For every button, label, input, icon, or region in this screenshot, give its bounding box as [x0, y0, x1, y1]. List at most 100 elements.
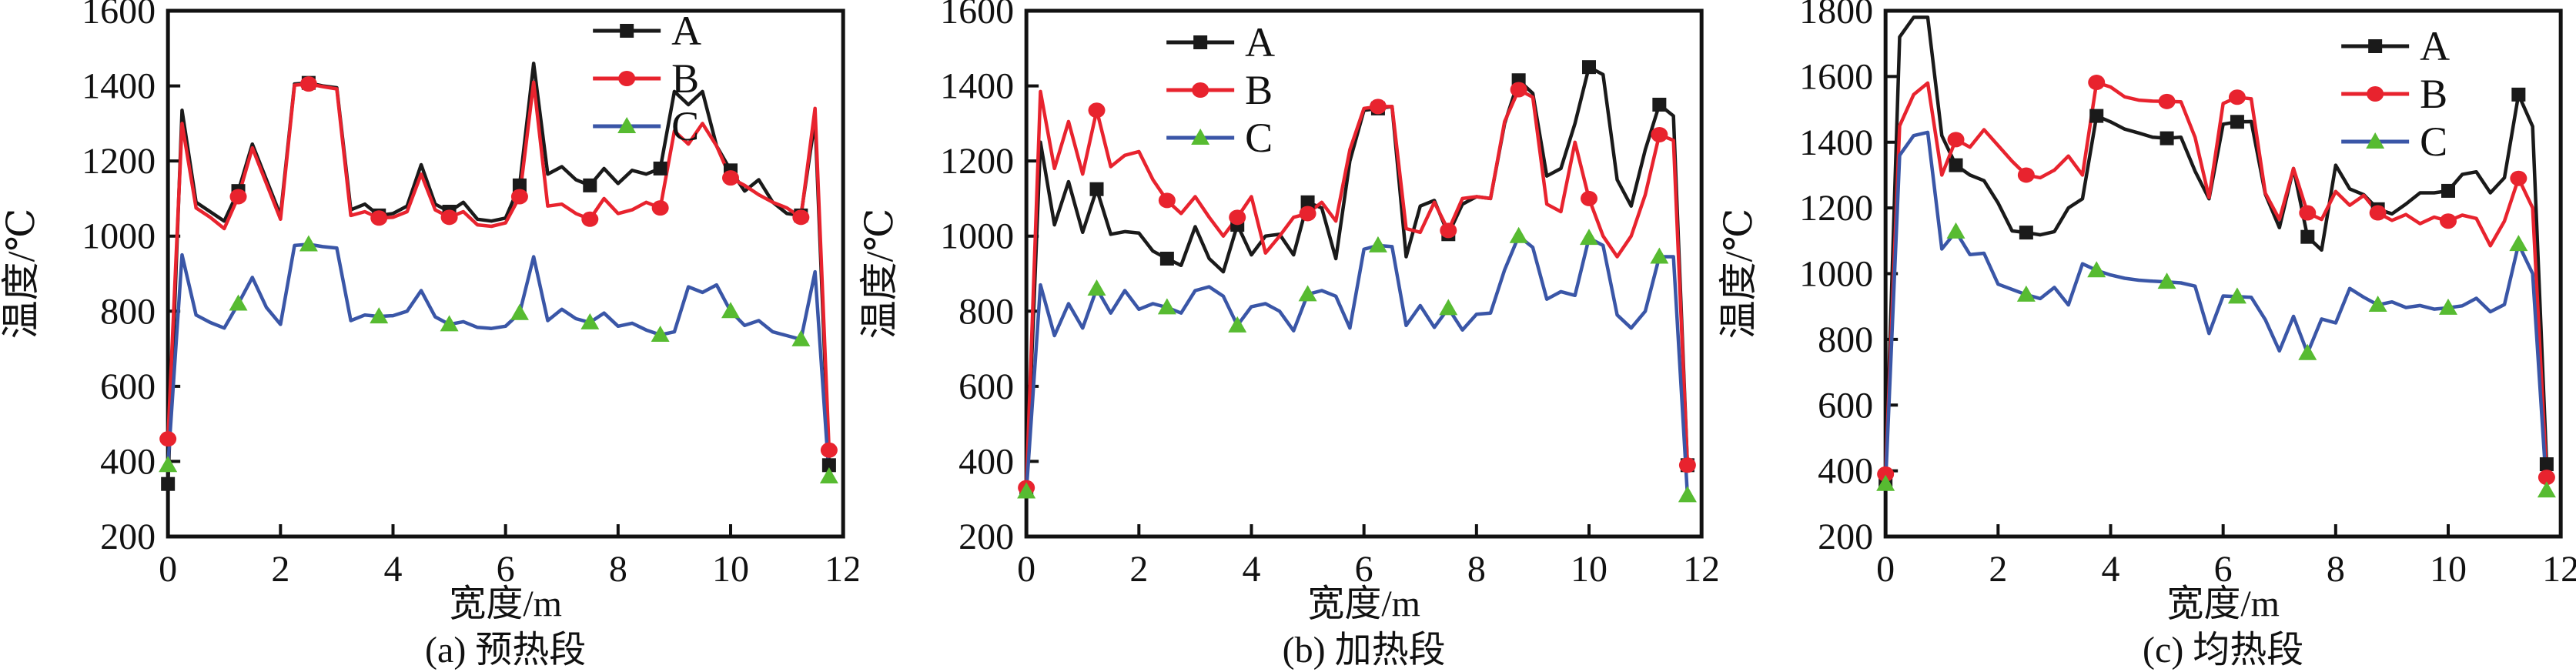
series-C-triangle-marker — [510, 303, 529, 320]
panel-a-preheat: 0 2 4 6 8 10 12 200 400 600 800 1000 1200 1400 1600 A B C… — [0, 0, 858, 672]
y-tick-label: 1200 — [940, 141, 1014, 182]
y-tick-label: 1600 — [1799, 56, 1873, 97]
series-B-circle-marker — [1159, 192, 1176, 209]
y-tick-label: 800 — [1818, 319, 1873, 360]
legend-A-label: A — [1245, 19, 1275, 65]
series-B-circle-marker — [2510, 170, 2527, 186]
legend-C-marker — [617, 117, 637, 133]
series-C-triangle-marker — [1087, 279, 1106, 296]
x-tick-label: 12 — [2542, 549, 2576, 590]
series-A-square-marker — [653, 161, 667, 176]
series-B-circle-marker — [2158, 93, 2176, 109]
series-C-triangle-marker — [440, 315, 459, 332]
y-tick-label: 200 — [100, 517, 156, 557]
legend-B-marker — [1192, 82, 1209, 98]
series-B-line — [1025, 88, 1690, 490]
x-tick-label: 4 — [383, 549, 402, 590]
y-tick-label: 1600 — [940, 0, 1014, 32]
series-C-line — [1025, 234, 1690, 497]
series-C-triangle-marker — [1439, 299, 1458, 316]
series-B-circle-marker — [581, 211, 599, 227]
series-B-circle-marker — [2369, 205, 2387, 221]
y-tick-label: 800 — [958, 291, 1014, 332]
series-A-line — [166, 62, 831, 486]
chart-b-heating: 0 2 4 6 8 10 12 200 400 600 800 1000 1200 1400 1600 ABC… — [858, 0, 1717, 670]
series-C-triangle-marker — [2297, 343, 2317, 360]
series-A-square-marker — [1949, 158, 1963, 172]
x-tick-label: 2 — [1130, 549, 1149, 590]
series-B-circle-marker — [1088, 102, 1106, 119]
series-A-square-marker — [2230, 115, 2244, 129]
series-A-square-marker — [583, 178, 597, 192]
series-C-triangle-marker — [1298, 285, 1317, 302]
series-B-circle-marker — [510, 189, 528, 205]
series-B-line — [166, 80, 831, 453]
series-B-circle-marker — [1679, 457, 1697, 473]
legend-C-label: C — [2420, 119, 2447, 165]
series-C-triangle-marker — [1580, 229, 1599, 246]
y-tick-label: 800 — [100, 291, 156, 332]
series-B-circle-marker — [1651, 126, 1668, 142]
y-tick-label: 600 — [958, 366, 1014, 407]
legend-C-marker — [1191, 129, 1210, 145]
legend-C-marker — [2365, 132, 2384, 149]
series-B-circle-marker — [2298, 205, 2316, 221]
y-tick-label: 600 — [100, 366, 156, 407]
x-tick-label: 6 — [497, 549, 515, 590]
series-A-square-marker — [1582, 60, 1597, 75]
series-B-circle-marker — [1370, 99, 1387, 115]
x-tick-label: 0 — [159, 549, 177, 590]
panel-caption: (a) 预热段 — [425, 630, 586, 670]
series-B-circle-marker — [2439, 213, 2457, 229]
series-C-triangle-marker — [1017, 482, 1036, 499]
x-tick-label: 6 — [2213, 549, 2232, 590]
series-B-line — [1883, 80, 2548, 480]
series-C-triangle-marker — [1650, 247, 1669, 264]
series-C-triangle-marker — [2157, 272, 2176, 289]
y-tick-label: 1200 — [1799, 188, 1873, 229]
series-B-circle-marker — [1299, 206, 1316, 222]
y-axis-title: 温度/℃ — [0, 209, 42, 339]
series-A-square-marker — [2300, 229, 2314, 244]
series-C-triangle-marker — [1509, 226, 1528, 243]
series-A-square-marker — [1652, 97, 1667, 112]
series-A-square-marker — [1089, 182, 1104, 196]
panel-caption: (b) 加热段 — [1283, 630, 1446, 670]
series-B-circle-marker — [2538, 470, 2555, 486]
series-A-line — [1025, 65, 1690, 493]
series-C-triangle-marker — [2509, 235, 2528, 252]
series-A-square-marker — [161, 476, 176, 491]
series-A-square-marker — [2511, 87, 2526, 102]
y-tick-label: 1800 — [1799, 0, 1873, 32]
plot-border — [166, 8, 845, 539]
series-A-square-marker — [2019, 226, 2033, 240]
series-A-square-marker — [2441, 183, 2455, 198]
y-tick-label: 1400 — [1799, 122, 1873, 163]
series-C-line — [1883, 130, 2548, 493]
series-C-triangle-marker — [159, 456, 178, 473]
series-A-square-marker — [2089, 109, 2103, 123]
series-B-circle-marker — [1229, 209, 1246, 226]
series-B-circle-marker — [159, 431, 177, 447]
series-C-triangle-marker — [299, 235, 318, 252]
legend-B-marker — [618, 71, 636, 86]
series-C-triangle-marker — [791, 329, 811, 346]
x-tick-label: 8 — [1467, 549, 1486, 590]
x-tick-label: 4 — [2101, 549, 2119, 590]
x-tick-label: 12 — [1683, 549, 1717, 590]
y-tick-label: 400 — [958, 441, 1014, 482]
x-axis-title: 宽度/m — [449, 583, 562, 624]
series-B-circle-marker — [1440, 222, 1457, 239]
x-tick-label: 12 — [825, 549, 858, 590]
x-tick-label: 0 — [1876, 549, 1895, 590]
y-tick-label: 1400 — [940, 66, 1014, 107]
plot-border — [1883, 8, 2563, 539]
series-C-triangle-marker — [1369, 236, 1388, 252]
series-C-triangle-marker — [2086, 261, 2106, 278]
y-axis-title: 温度/℃ — [1718, 209, 1760, 339]
x-tick-label: 10 — [1571, 549, 1607, 590]
series-C-triangle-marker — [1946, 222, 1965, 239]
series-A-square-marker — [2159, 131, 2174, 145]
x-tick-label: 2 — [271, 549, 289, 590]
legend-B-label: B — [2420, 71, 2447, 117]
